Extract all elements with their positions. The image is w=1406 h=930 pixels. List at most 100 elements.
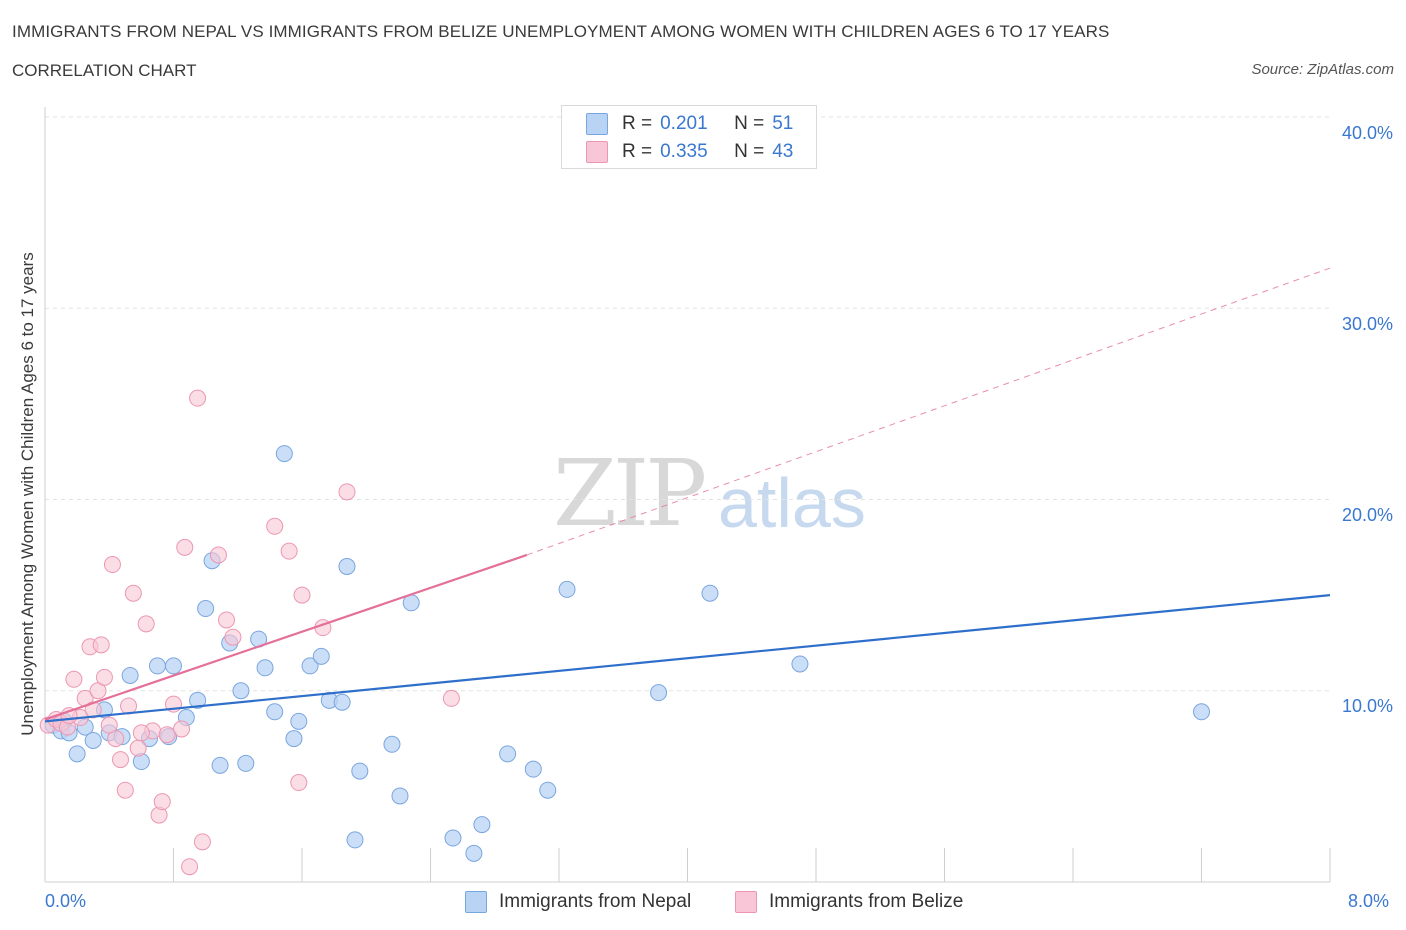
r-label: R = [622, 141, 653, 162]
y-axis-label: Unemployment Among Women with Children A… [18, 252, 37, 736]
nepal-point [444, 829, 462, 847]
x-tick-label: 0.0% [45, 891, 87, 911]
trend-lines [44, 267, 1331, 723]
nepal-point [346, 831, 364, 849]
nepal-point [197, 600, 215, 618]
belize-point [124, 584, 142, 602]
legend-item-nepal: Immigrants from Nepal [465, 889, 691, 915]
nepal-point [558, 580, 576, 598]
belize-point [111, 751, 129, 769]
chart-subtitle: CORRELATION CHART [12, 61, 197, 80]
nepal-point [211, 756, 229, 774]
belize-point [209, 546, 227, 564]
belize-point [442, 689, 460, 707]
watermark-zip: ZIP [553, 440, 707, 547]
belize-point [129, 739, 147, 757]
n-label: N = [734, 113, 765, 134]
belize-points [39, 389, 460, 876]
nepal-points [44, 445, 1210, 862]
r-label: R = [622, 113, 653, 134]
legend-label-nepal: Immigrants from Nepal [499, 891, 692, 912]
y-tick-label: 40.0% [1341, 123, 1393, 143]
n-value: 43 [772, 141, 794, 162]
nepal-point [121, 666, 139, 684]
nepal-point [232, 682, 250, 700]
nepal-point [84, 731, 102, 749]
nepal-point [189, 691, 207, 709]
nepal-point [290, 712, 308, 730]
belize-point [290, 774, 308, 792]
belize-trend-extension [526, 267, 1331, 556]
n-label: N = [734, 141, 765, 162]
legend-item-belize: Immigrants from Belize [735, 889, 963, 915]
belize-point [153, 793, 171, 811]
nepal-swatch [586, 113, 608, 135]
belize-point [224, 628, 242, 646]
belize-point [218, 611, 236, 629]
legend-row-belize: R = 0.335 N = 43 [586, 140, 793, 164]
nepal-point [539, 781, 557, 799]
nepal-point [148, 657, 166, 675]
belize-point [176, 538, 194, 556]
belize-point [103, 556, 121, 574]
belize-point [181, 858, 199, 876]
y-tick-label: 10.0% [1341, 696, 1393, 716]
nepal-point [256, 659, 274, 677]
belize-point [158, 726, 176, 744]
n-value: 51 [772, 113, 794, 134]
belize-point [95, 668, 113, 686]
nepal-point [383, 735, 401, 753]
nepal-point [165, 657, 182, 675]
stats-legend: R = 0.201 N = 51 R = 0.335 N = 43 [561, 105, 817, 169]
nepal-point [68, 745, 86, 763]
nepal-point [338, 557, 356, 575]
nepal-trend-line [44, 594, 1331, 723]
belize-point [193, 833, 211, 851]
nepal-point [266, 703, 284, 721]
belize-point [65, 670, 83, 688]
r-value: 0.335 [660, 141, 708, 162]
legend-label-belize: Immigrants from Belize [769, 891, 964, 912]
nepal-point [391, 787, 409, 805]
y-tick-label: 30.0% [1341, 314, 1393, 334]
belize-point [293, 586, 311, 604]
nepal-point [312, 647, 330, 665]
belize-point [116, 781, 134, 799]
x-tick-label: 8.0% [1348, 891, 1390, 911]
belize-swatch [735, 891, 757, 913]
r-value: 0.201 [660, 113, 708, 134]
nepal-swatch [465, 891, 487, 913]
belize-point [92, 636, 110, 654]
belize-point [266, 517, 284, 535]
nepal-point [285, 730, 303, 748]
belize-point [189, 389, 207, 407]
belize-point [132, 724, 150, 742]
nepal-point [275, 445, 293, 463]
chart-title: IMMIGRANTS FROM NEPAL VS IMMIGRANTS FROM… [12, 22, 1110, 41]
belize-trend-line [44, 553, 528, 721]
nepal-point [351, 762, 369, 780]
legend-row-nepal: R = 0.201 N = 51 [586, 112, 793, 136]
nepal-point [237, 754, 255, 772]
watermark-atlas: atlas [718, 464, 866, 542]
y-tick-label: 20.0% [1341, 505, 1393, 525]
nepal-point [701, 584, 719, 602]
belize-point [280, 542, 298, 560]
nepal-point [524, 760, 542, 778]
belize-swatch [586, 141, 608, 163]
grid-lines [45, 116, 1330, 692]
source-label: Source: ZipAtlas.com [1251, 61, 1394, 78]
belize-point [173, 720, 191, 738]
belize-point [338, 483, 356, 501]
nepal-point [499, 745, 517, 763]
nepal-point [301, 657, 319, 675]
nepal-point [465, 844, 483, 862]
nepal-point [650, 684, 668, 702]
axes [44, 107, 1331, 883]
nepal-point [333, 693, 351, 711]
nepal-point [791, 655, 809, 673]
nepal-point [473, 816, 491, 834]
nepal-point [1193, 703, 1210, 721]
belize-point [137, 615, 155, 633]
